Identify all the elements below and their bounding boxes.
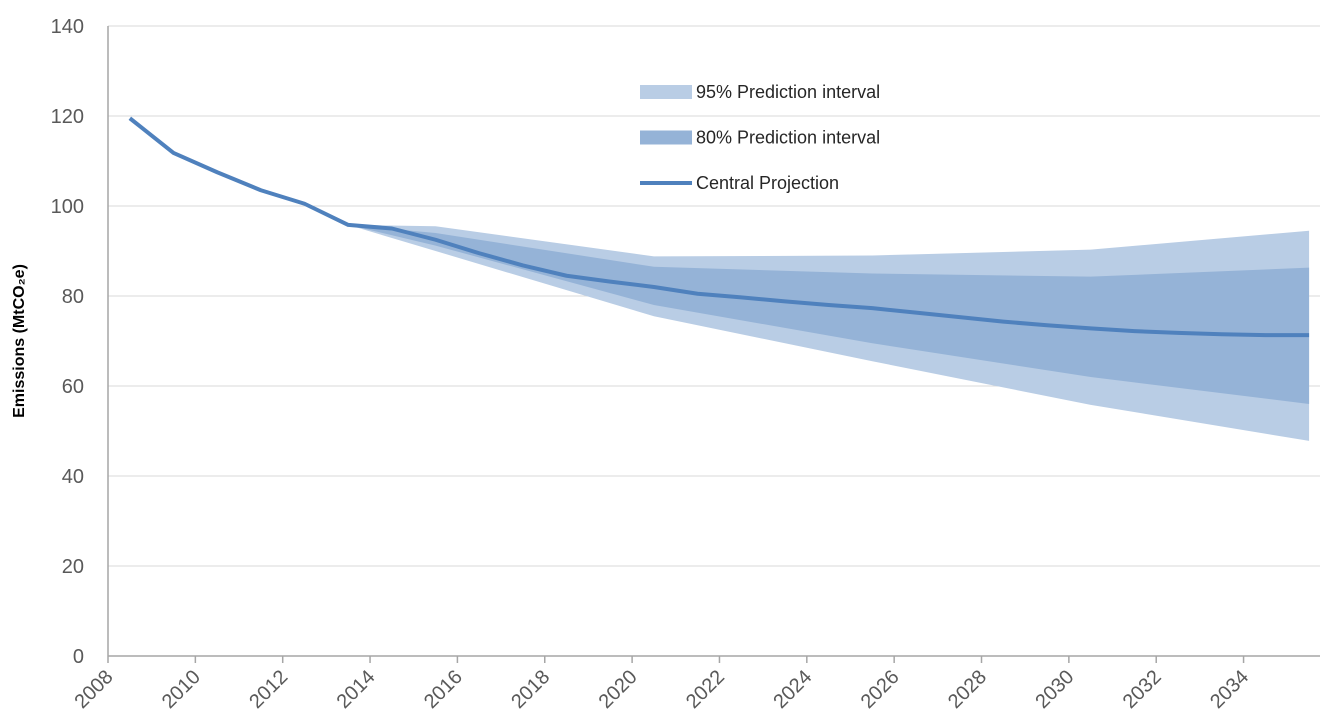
x-tick-label: 2034 bbox=[1206, 666, 1253, 713]
x-tick-label: 2024 bbox=[769, 666, 816, 713]
legend-label: 80% Prediction interval bbox=[696, 128, 880, 148]
prediction-band bbox=[348, 224, 1310, 404]
x-tick-label: 2012 bbox=[245, 666, 292, 713]
x-tick-label: 2028 bbox=[944, 666, 991, 713]
y-tick-label: 80 bbox=[62, 286, 84, 308]
x-tick-label: 2030 bbox=[1031, 666, 1078, 713]
legend-label: Central Projection bbox=[696, 173, 839, 193]
y-tick-label: 40 bbox=[62, 466, 84, 488]
x-tick-label: 2020 bbox=[595, 666, 642, 713]
y-tick-label: 0 bbox=[73, 646, 84, 668]
y-axis-title: Emissions (MtCO₂e) bbox=[11, 264, 28, 418]
x-tick-label: 2014 bbox=[333, 666, 380, 713]
y-tick-label: 20 bbox=[62, 556, 84, 578]
y-tick-label: 120 bbox=[51, 106, 84, 128]
x-tick-label: 2026 bbox=[857, 666, 904, 713]
x-tick-label: 2018 bbox=[507, 666, 554, 713]
y-tick-label: 140 bbox=[51, 16, 84, 38]
legend-swatch bbox=[640, 85, 692, 99]
x-tick-label: 2016 bbox=[420, 666, 467, 713]
legend-label: 95% Prediction interval bbox=[696, 82, 880, 102]
x-tick-label: 2008 bbox=[71, 666, 118, 713]
y-tick-label: 60 bbox=[62, 376, 84, 398]
x-tick-label: 2032 bbox=[1119, 666, 1166, 713]
legend-swatch bbox=[640, 130, 692, 145]
y-tick-label: 100 bbox=[51, 196, 84, 218]
projection-line bbox=[128, 116, 1310, 338]
x-tick-label: 2022 bbox=[682, 666, 729, 713]
x-tick-label: 2010 bbox=[158, 666, 205, 713]
